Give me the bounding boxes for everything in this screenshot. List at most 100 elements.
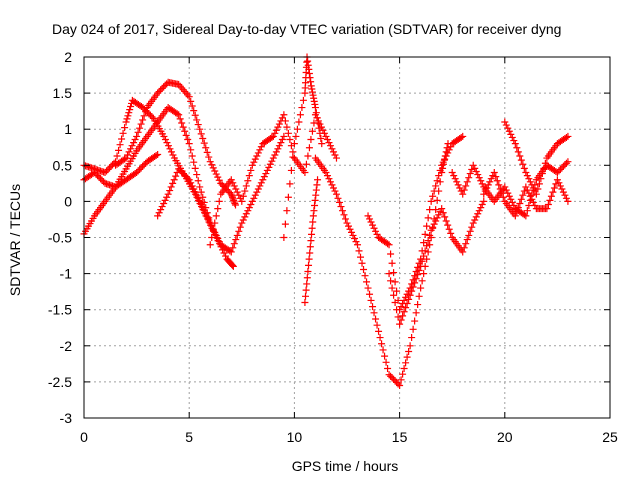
data-point	[337, 203, 345, 211]
data-point	[229, 244, 237, 252]
data-point	[466, 170, 474, 178]
data-point	[305, 65, 313, 73]
data-point	[477, 177, 485, 185]
data-point	[191, 164, 199, 172]
data-point	[188, 152, 196, 160]
data-point	[284, 193, 292, 201]
data-point	[513, 144, 521, 152]
data-point	[295, 118, 303, 126]
data-point	[550, 184, 558, 192]
data-point	[262, 170, 270, 178]
data-point	[561, 161, 569, 169]
data-point	[205, 216, 213, 224]
series-track-11	[385, 197, 488, 328]
data-point	[175, 111, 183, 119]
data-point	[510, 137, 518, 145]
data-point	[191, 188, 199, 196]
data-point	[528, 195, 536, 203]
y-tick-label: -3	[60, 410, 73, 426]
data-point	[158, 84, 166, 92]
data-point	[318, 140, 326, 148]
data-point	[387, 372, 395, 380]
data-point	[445, 146, 453, 154]
data-point	[163, 139, 171, 147]
data-point	[306, 74, 314, 82]
data-point	[520, 164, 528, 172]
data-point	[432, 217, 440, 225]
data-point	[564, 132, 572, 140]
series-track-6	[206, 111, 340, 249]
data-point	[142, 108, 150, 116]
data-point	[146, 111, 154, 119]
data-point	[211, 219, 219, 227]
data-point	[235, 191, 243, 199]
axis-ticks: 0 5 10 15 20 25 -3 -2.5 -2 -1.5 -1 -0.5 0 0.5 1 1.5 2	[48, 49, 618, 445]
data-point	[161, 81, 169, 89]
data-point	[397, 376, 405, 384]
data-point	[172, 172, 180, 180]
data-point	[214, 235, 222, 243]
data-point	[393, 287, 401, 295]
data-point	[227, 176, 235, 184]
data-point	[311, 100, 319, 108]
data-point	[253, 152, 261, 160]
data-point	[352, 238, 360, 246]
data-point	[233, 231, 241, 239]
data-point	[181, 127, 189, 135]
data-point	[308, 85, 316, 93]
data-point	[474, 210, 482, 218]
data-point	[384, 240, 392, 248]
data-point	[453, 178, 461, 186]
x-tick-label: 0	[80, 429, 88, 445]
data-point	[127, 145, 135, 153]
data-point	[475, 207, 483, 215]
data-point	[164, 142, 172, 150]
data-point	[227, 190, 235, 198]
data-point	[427, 197, 435, 205]
data-point	[125, 109, 133, 117]
data-point	[505, 192, 513, 200]
data-point	[447, 229, 455, 237]
data-point	[526, 178, 534, 186]
data-point	[460, 186, 468, 194]
y-tick-label: 0.5	[53, 157, 73, 173]
data-point	[222, 252, 230, 260]
data-point	[523, 172, 531, 180]
data-point	[103, 167, 111, 175]
data-point	[435, 172, 443, 180]
series-track-10	[364, 132, 467, 314]
data-point	[164, 190, 172, 198]
data-point	[250, 158, 258, 166]
data-point	[409, 325, 417, 333]
data-point	[253, 188, 261, 196]
data-point	[306, 249, 314, 257]
x-tick-label: 15	[392, 429, 408, 445]
data-point	[310, 97, 318, 105]
data-point	[160, 132, 168, 140]
data-point	[202, 144, 210, 152]
data-point	[148, 113, 156, 121]
data-point	[552, 180, 560, 188]
data-point	[469, 219, 477, 227]
data-point	[244, 207, 252, 215]
data-point	[107, 162, 115, 170]
data-point	[178, 119, 186, 127]
data-point	[199, 204, 207, 212]
data-point	[457, 133, 465, 141]
data-point	[190, 158, 198, 166]
data-point	[433, 196, 441, 204]
data-point	[414, 301, 422, 309]
data-point	[363, 278, 371, 286]
data-point	[193, 171, 201, 179]
data-point	[393, 306, 401, 314]
data-point	[360, 265, 368, 273]
x-tick-label: 20	[497, 429, 513, 445]
data-point	[435, 211, 443, 219]
data-point	[304, 268, 312, 276]
data-point	[502, 121, 510, 129]
data-point	[394, 380, 402, 388]
data-point	[176, 115, 184, 123]
data-point	[531, 202, 539, 210]
data-point	[133, 132, 141, 140]
data-point	[420, 252, 428, 260]
